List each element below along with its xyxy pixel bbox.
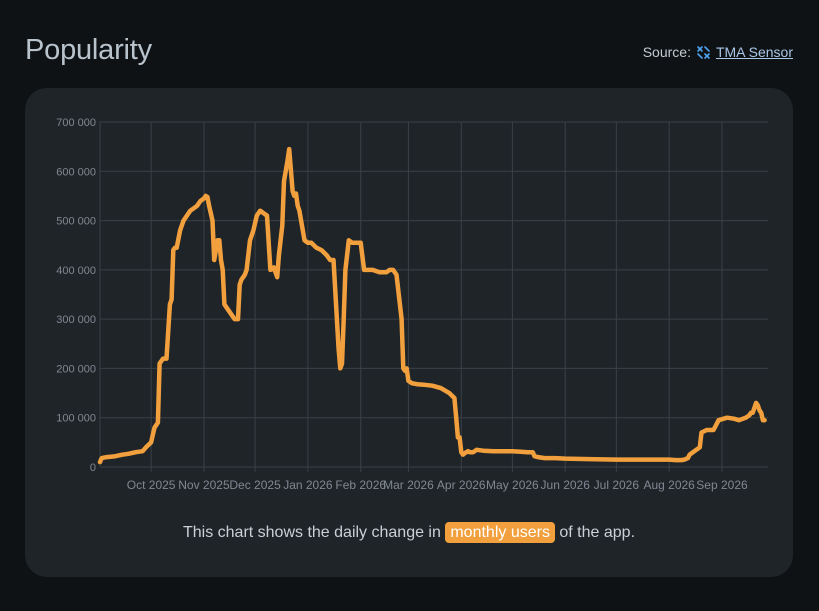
y-tick-label: 500 000 <box>56 216 96 228</box>
y-tick-label: 200 000 <box>56 363 96 375</box>
x-tick-label: Jul 2026 <box>594 478 640 492</box>
chart-grid <box>99 121 768 472</box>
caption-highlight: monthly users <box>445 522 555 543</box>
x-tick-label: Feb 2026 <box>335 478 386 492</box>
x-tick-label: Aug 2026 <box>643 478 695 492</box>
x-tick-label: Sep 2026 <box>696 478 748 492</box>
y-tick-label: 0 <box>90 462 96 474</box>
y-axis-ticks: 0 100 000 200 000 300 000 400 000 500 000 600 … <box>56 117 96 474</box>
x-tick-label: Nov 2025 <box>178 478 230 492</box>
source-label: Source: <box>642 44 691 60</box>
x-tick-label: Jun 2026 <box>541 478 591 492</box>
chart-caption: This chart shows the daily change in mon… <box>25 522 793 543</box>
y-tick-label: 400 000 <box>56 265 96 277</box>
source-attribution: Source: TMA Sensor <box>643 44 793 60</box>
sensor-logo-icon <box>697 45 710 59</box>
source-link[interactable]: TMA Sensor <box>715 44 793 60</box>
y-tick-label: 600 000 <box>56 166 96 178</box>
x-tick-label: Apr 2026 <box>437 478 486 492</box>
popularity-chart: 0 100 000 200 000 300 000 400 000 500 000 600 … <box>56 117 768 492</box>
x-tick-label: Jan 2026 <box>283 478 333 492</box>
x-tick-label: Mar 2026 <box>383 478 434 492</box>
caption-text-before: This chart shows the daily change in <box>182 524 441 541</box>
caption-text-after: of the app. <box>559 524 636 541</box>
y-tick-label: 100 000 <box>56 413 96 425</box>
y-tick-label: 700 000 <box>56 117 96 129</box>
x-tick-label: May 2026 <box>486 478 539 492</box>
x-axis-ticks: Oct 2025 Nov 2025 Dec 2025 Jan 2026 Feb 2026… <box>127 478 748 492</box>
header: Popularity Source: TMA Sensor <box>25 34 793 74</box>
series-line-monthly-users <box>97 146 767 465</box>
page-title: Popularity <box>25 34 152 66</box>
x-tick-label: Oct 2025 <box>127 478 176 492</box>
y-tick-label: 300 000 <box>56 314 96 326</box>
x-tick-label: Dec 2025 <box>229 478 281 492</box>
chart-card: 0 100 000 200 000 300 000 400 000 500 000 600 … <box>25 88 793 577</box>
